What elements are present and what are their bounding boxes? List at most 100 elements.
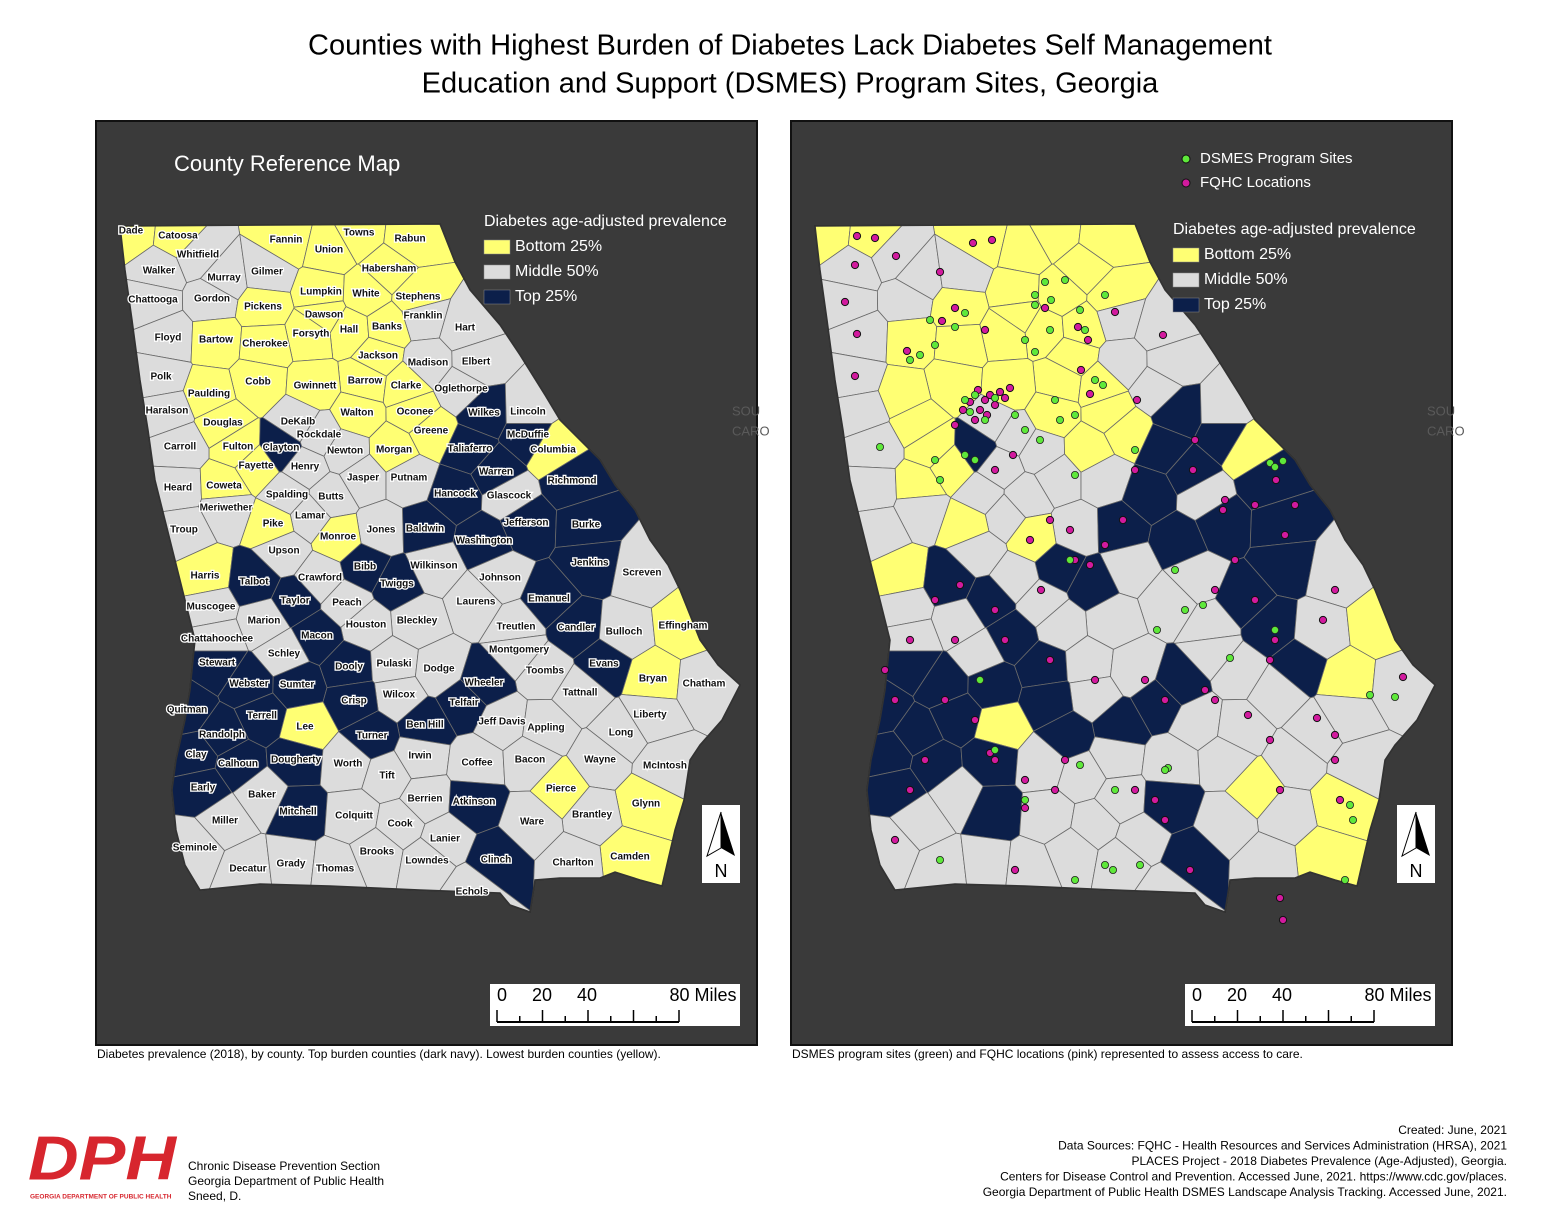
fqhc-location <box>958 405 968 415</box>
county-label: Wilkinson <box>410 561 457 572</box>
legend-label: Middle 50% <box>1204 271 1288 288</box>
dsmes-site <box>975 676 984 685</box>
fqhc-location <box>850 371 860 381</box>
fqhc-location <box>1076 365 1086 375</box>
fqhc-location <box>1020 775 1030 785</box>
fqhc-location <box>1010 865 1020 875</box>
county-label: Stephens <box>395 292 440 303</box>
county-label: Peach <box>332 598 361 609</box>
fqhc-location <box>1160 815 1170 825</box>
county-label: Worth <box>334 759 363 770</box>
fqhc-location <box>1005 383 1015 393</box>
county-label: Jenkins <box>571 558 609 569</box>
county-label: Grady <box>277 859 306 870</box>
fqhc-location <box>1065 525 1075 535</box>
fqhc-location <box>1118 515 1128 525</box>
county-label: Ben Hill <box>406 720 443 731</box>
fqhc-location <box>920 755 930 765</box>
fqhc-location <box>930 595 940 605</box>
dsmes-site <box>915 350 924 359</box>
county-label: Muscogee <box>187 602 236 613</box>
county <box>984 266 1040 308</box>
county-label: Chattahoochee <box>181 634 254 645</box>
county-label: Troup <box>170 525 198 536</box>
fqhc-location <box>1318 615 1328 625</box>
county-label: Clinch <box>481 855 512 866</box>
county-label: Oconee <box>397 407 434 418</box>
fqhc-location <box>1330 755 1340 765</box>
county-label: Dodge <box>423 664 455 675</box>
scale-bar-box <box>490 984 740 1026</box>
county-label: Marion <box>248 616 281 627</box>
fqhc-location <box>1000 393 1010 403</box>
fqhc-location <box>1312 713 1322 723</box>
dsmes-site <box>1070 410 1079 419</box>
overlay: County Reference Map Diabetes age-adjuste… <box>28 150 1507 1203</box>
county-label: Jasper <box>347 473 379 484</box>
scale-label: 80 Miles <box>1364 985 1431 1005</box>
county-label: Pierce <box>546 784 576 795</box>
fqhc-location <box>1275 893 1285 903</box>
fqhc-location <box>980 395 990 405</box>
fqhc-location <box>1000 635 1010 645</box>
county-label: Barrow <box>348 376 383 387</box>
county-label: Effingham <box>659 621 708 632</box>
county-label: Baldwin <box>406 524 444 535</box>
fqhc-location <box>1190 435 1200 445</box>
legend-label: FQHC Locations <box>1200 174 1311 191</box>
fqhc-location <box>1132 395 1142 405</box>
fqhc-location <box>1130 465 1140 475</box>
county-label: Houston <box>346 620 387 631</box>
county-label: Decatur <box>229 864 266 875</box>
dsmes-site <box>1040 277 1049 286</box>
fqhc-location <box>1335 795 1345 805</box>
dsmes-site <box>1030 300 1039 309</box>
source-line: Created: June, 2021 <box>1398 1123 1507 1137</box>
county-label: Terrell <box>247 711 277 722</box>
fqhc-location <box>1398 672 1408 682</box>
title-line: Education and Support (DSMES) Program Si… <box>422 68 1159 100</box>
county-label: Burke <box>572 520 601 531</box>
source-line: Centers for Disease Control and Preventi… <box>1000 1170 1507 1184</box>
county-label: Early <box>191 783 216 794</box>
dsmes-site <box>1046 295 1055 304</box>
dsmes-site <box>1170 566 1179 575</box>
fqhc-location <box>1085 560 1095 570</box>
dsmes-site <box>1130 445 1139 454</box>
dsmes-site <box>1070 876 1079 885</box>
county-label: Dawson <box>305 310 343 321</box>
fqhc-location <box>1085 389 1095 399</box>
county-label: Clay <box>185 750 207 761</box>
fqhc-location <box>870 233 880 243</box>
dsmes-site <box>875 442 884 451</box>
dsmes-site <box>960 395 969 404</box>
county-label: Walton <box>341 408 374 419</box>
county-label: Putnam <box>391 473 428 484</box>
logo-text: DPH <box>28 1124 177 1193</box>
county-label: Johnson <box>479 573 521 584</box>
dsmes-site <box>1271 462 1280 471</box>
dsmes-site <box>1035 435 1044 444</box>
dsmes-site <box>1020 425 1029 434</box>
dsmes-site <box>930 340 939 349</box>
fqhc-location <box>950 420 960 430</box>
legend-swatch <box>1172 297 1200 313</box>
scale-label: 0 <box>497 985 507 1005</box>
county-label: Fulton <box>223 442 254 453</box>
fqhc-location <box>1073 322 1083 332</box>
fqhc-location <box>1130 785 1140 795</box>
dsmes-site <box>1020 796 1029 805</box>
dsmes-site <box>1366 691 1375 700</box>
county-label: Candler <box>557 623 594 634</box>
county-label: Pulaski <box>376 659 411 670</box>
legend-label: Top 25% <box>515 288 577 305</box>
county-label: Jones <box>367 525 396 536</box>
county-label: Morgan <box>376 445 412 456</box>
county-label: Schley <box>268 649 301 660</box>
county-label: Polk <box>150 372 172 383</box>
county-label: Treutlen <box>497 622 536 633</box>
county-label: Carroll <box>164 442 196 453</box>
fqhc-location <box>1050 785 1060 795</box>
fqhc-location <box>1045 655 1055 665</box>
fqhc-location <box>1250 595 1260 605</box>
